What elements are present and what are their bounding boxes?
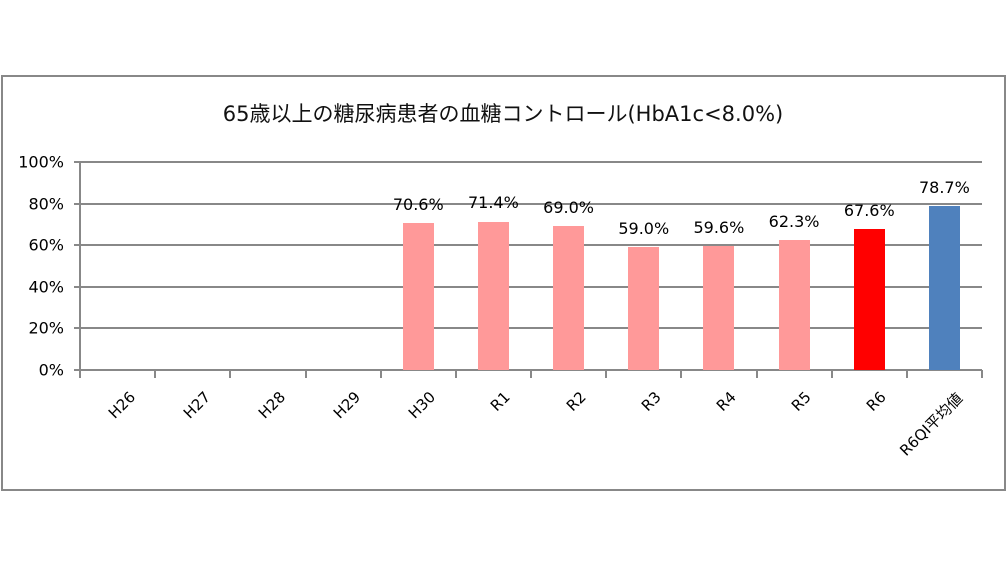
x-tick — [79, 370, 81, 378]
chart-frame — [1, 75, 1006, 491]
chart-title: 65歳以上の糖尿病患者の血糖コントロール(HbA1c<8.0%) — [222, 102, 784, 126]
value-label: 70.6% — [392, 195, 444, 215]
bar-R3 — [628, 247, 660, 370]
gridline — [74, 244, 982, 247]
x-tick — [605, 370, 608, 378]
x-tick — [680, 370, 683, 378]
x-tick — [304, 370, 307, 378]
y-tick-label: 0% — [38, 360, 64, 380]
x-tick — [229, 370, 232, 378]
value-label: 71.4% — [467, 193, 519, 213]
y-tick-label: 40% — [28, 277, 64, 297]
x-tick — [154, 370, 157, 378]
value-label: 59.6% — [693, 218, 745, 238]
y-axis — [79, 162, 81, 372]
y-tick-label: 80% — [28, 194, 64, 214]
bar-R5 — [778, 240, 810, 370]
bar-R1 — [477, 221, 509, 370]
x-tick — [379, 370, 382, 378]
y-tick-label: 100% — [18, 152, 64, 172]
value-label: 78.7% — [918, 178, 970, 198]
x-tick — [530, 370, 532, 378]
value-label: 67.6% — [843, 201, 895, 221]
value-label: 69.0% — [543, 198, 594, 218]
gridline — [74, 161, 982, 163]
gridline — [74, 369, 982, 371]
y-tick-label: 60% — [28, 235, 64, 255]
value-label: 62.3% — [768, 212, 820, 232]
bar-R2 — [553, 226, 585, 370]
x-tick — [830, 370, 833, 378]
x-tick — [755, 370, 758, 378]
plot-area: 0% 20% 40% 60% 80% 100% H26 H27 H28 H29 70.6% H30 71… — [18, 153, 983, 460]
x-tick — [905, 370, 908, 378]
value-label: 59.0% — [618, 219, 670, 239]
bar-R6 — [853, 229, 885, 370]
y-tick-label: 20% — [28, 318, 64, 338]
x-tick — [454, 370, 457, 378]
x-tick — [981, 370, 983, 378]
bar-H30 — [402, 223, 434, 370]
bar-R4 — [703, 246, 735, 370]
bar-R6QI平均値 — [928, 206, 960, 370]
gridline — [74, 285, 982, 288]
gridline — [74, 327, 982, 330]
gridline — [74, 202, 982, 205]
